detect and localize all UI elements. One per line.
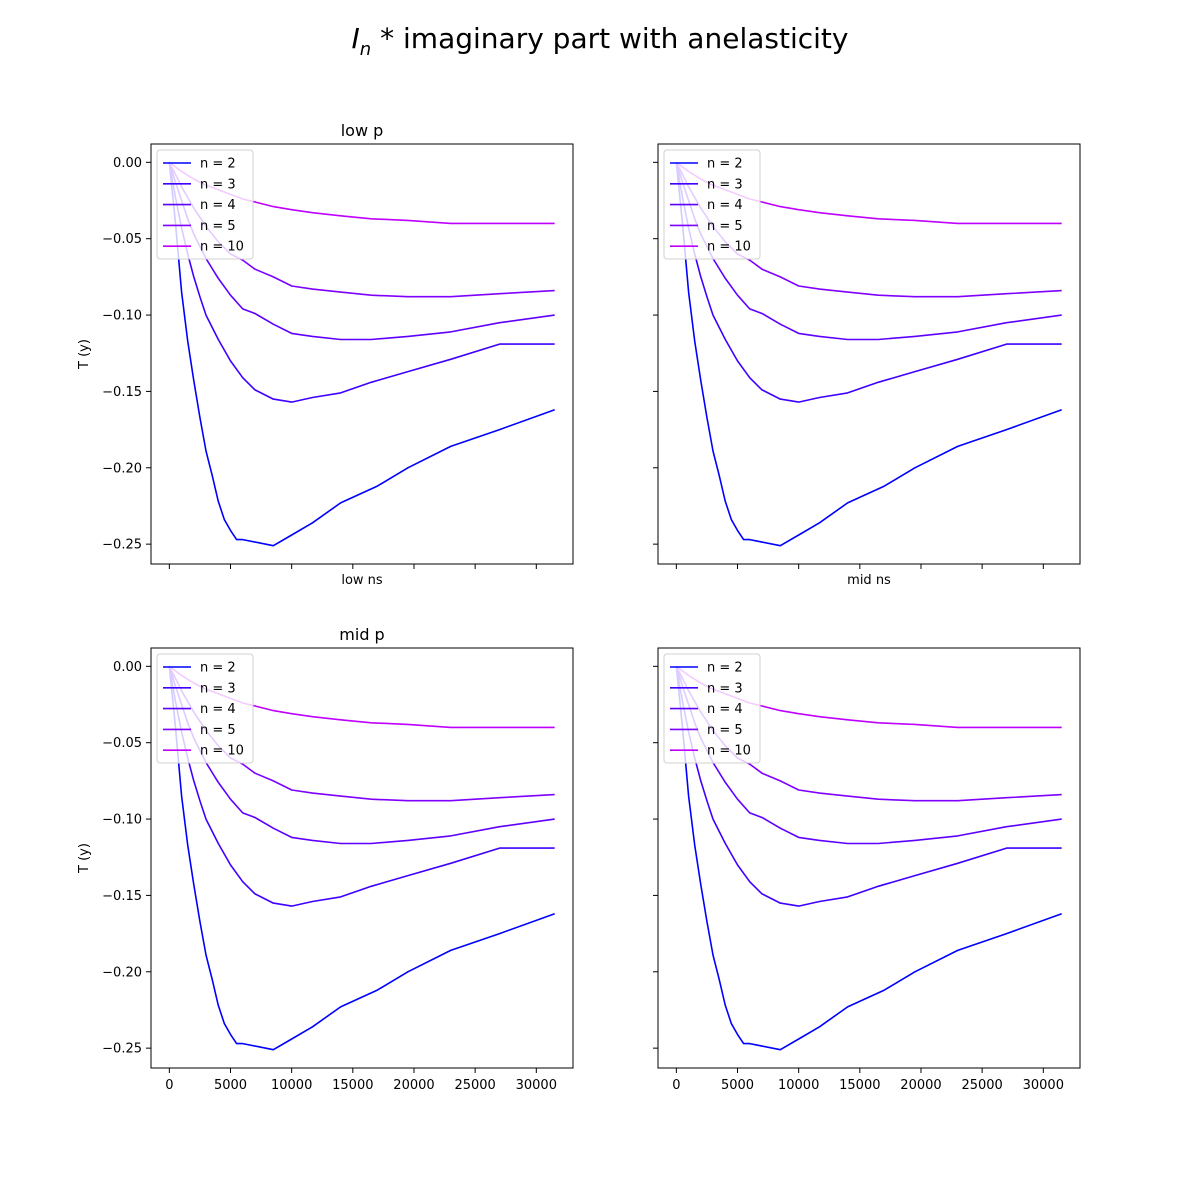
x-tick-label: 0 <box>672 1078 680 1093</box>
legend: n = 2 n = 3 n = 4 n = 5 n = 10 <box>663 149 761 260</box>
legend-label: n = 2 <box>200 157 236 172</box>
x-tick-label: 20000 <box>900 1078 941 1093</box>
x-tick-label: 30000 <box>1023 1078 1064 1093</box>
x-tick-label: 30000 <box>516 1078 557 1093</box>
y-tick-label: −0.10 <box>102 309 142 324</box>
legend-label: n = 2 <box>200 661 236 676</box>
y-tick-label: 0.00 <box>113 156 142 171</box>
suptitle-subscript: n <box>360 39 371 60</box>
subplot-1: 0.00 −0.05 −0.10 −0.15 −0.20 −0.25 low p low ns… <box>77 121 574 588</box>
legend-label: n = 3 <box>707 177 743 192</box>
y-tick-label: −0.05 <box>102 232 142 247</box>
suptitle-star: * <box>371 22 403 55</box>
legend-label: n = 2 <box>707 661 743 676</box>
y-tick-label: −0.25 <box>102 538 142 553</box>
x-axis-label: mid ns <box>847 573 891 588</box>
x-tick-label: 10000 <box>271 1078 312 1093</box>
legend: n = 2 n = 3 n = 4 n = 5 n = 10 <box>663 653 761 764</box>
subplot-title: low p <box>341 121 384 140</box>
figure-suptitle: In * imaginary part with anelasticity <box>352 22 849 60</box>
legend-label: n = 5 <box>200 219 236 234</box>
axes-group: 0.00 −0.05 −0.10 −0.15 −0.20 −0.25 low p low ns… <box>77 121 1081 1093</box>
y-tick-label: −0.15 <box>102 385 142 400</box>
legend-label: n = 5 <box>200 723 236 738</box>
subplot-3: 0 5000 10000 15000 20000 25000 30000 0.00 −0.05 −… <box>77 625 574 1093</box>
subplot-title: mid p <box>339 625 384 644</box>
x-tick-label: 15000 <box>332 1078 373 1093</box>
suptitle-math: I <box>352 22 360 55</box>
legend-label: n = 2 <box>707 157 743 172</box>
y-tick-label: −0.20 <box>102 965 142 980</box>
legend-box <box>156 653 254 764</box>
legend-label: n = 4 <box>200 198 236 213</box>
x-tick-label: 10000 <box>778 1078 819 1093</box>
legend-label: n = 5 <box>707 219 743 234</box>
x-tick-label: 20000 <box>393 1078 434 1093</box>
legend-label: n = 3 <box>200 681 236 696</box>
x-tick-label: 5000 <box>214 1078 247 1093</box>
y-axis-label: T (y) <box>77 843 92 874</box>
y-tick-label: −0.15 <box>102 889 142 904</box>
y-tick-label: −0.05 <box>102 736 142 751</box>
legend-label: n = 5 <box>707 723 743 738</box>
subplot-4: 0 5000 10000 15000 20000 25000 30000 n = 2 n = 3… <box>653 647 1081 1093</box>
y-tick-label: −0.20 <box>102 461 142 476</box>
x-tick-label: 25000 <box>961 1078 1002 1093</box>
legend-label: n = 10 <box>200 744 244 759</box>
y-axis-label: T (y) <box>77 339 92 370</box>
series-line-n-2 <box>168 666 555 1051</box>
x-tick-label: 25000 <box>454 1078 495 1093</box>
legend-box <box>156 149 254 260</box>
x-tick-label: 5000 <box>721 1078 754 1093</box>
legend-label: n = 3 <box>707 681 743 696</box>
x-tick-label: 15000 <box>839 1078 880 1093</box>
legend-label: n = 4 <box>707 198 743 213</box>
series-line-n-2 <box>675 666 1062 1051</box>
suptitle-text: imaginary part with anelasticity <box>403 22 848 55</box>
legend-label: n = 10 <box>707 240 751 255</box>
y-tick-label: −0.10 <box>102 813 142 828</box>
series-line-n-2 <box>168 162 555 547</box>
legend-label: n = 4 <box>200 702 236 717</box>
legend-label: n = 10 <box>200 240 244 255</box>
x-axis-label: low ns <box>341 573 383 588</box>
legend: n = 2 n = 3 n = 4 n = 5 n = 10 <box>156 149 254 260</box>
legend-label: n = 4 <box>707 702 743 717</box>
subplot-2: mid ns n = 2 n = 3 n = 4 n = 5 n = 10 <box>653 143 1081 588</box>
x-tick-label: 0 <box>165 1078 173 1093</box>
y-tick-label: 0.00 <box>113 660 142 675</box>
legend-box <box>663 149 761 260</box>
legend: n = 2 n = 3 n = 4 n = 5 n = 10 <box>156 653 254 764</box>
y-tick-label: −0.25 <box>102 1042 142 1057</box>
legend-box <box>663 653 761 764</box>
legend-label: n = 3 <box>200 177 236 192</box>
series-line-n-2 <box>675 162 1062 547</box>
legend-label: n = 10 <box>707 744 751 759</box>
